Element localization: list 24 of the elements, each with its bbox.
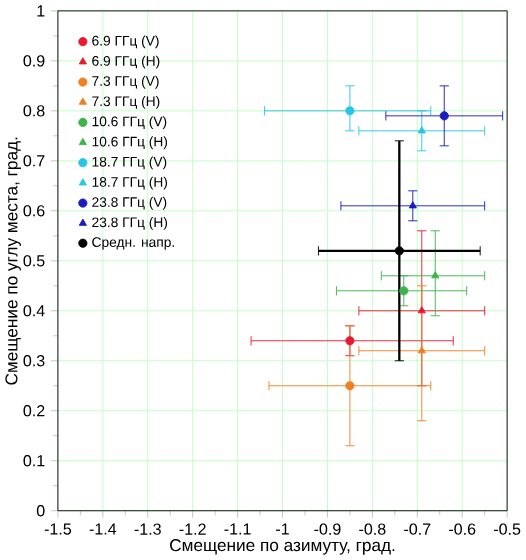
y-tick-label: 0.6 (23, 205, 45, 217)
y-tick-label: 0.7 (23, 155, 45, 167)
y-tick-label: 0.9 (23, 55, 45, 67)
x-tick-label: -1.4 (89, 523, 117, 535)
y-tick-label: 0.4 (23, 305, 45, 317)
x-tick-label: -0.7 (404, 523, 431, 535)
y-tick-label: 0 (36, 505, 45, 517)
x-tick-label: -1.1 (224, 523, 251, 535)
x-tick-label: -0.6 (448, 523, 476, 535)
x-tick-label: -0.8 (359, 523, 386, 535)
y-tick-label: 1 (37, 5, 45, 17)
y-tick-label: 0.1 (23, 455, 45, 467)
x-tick-label: -1.5 (44, 523, 71, 535)
x-tick-label: -1 (275, 523, 289, 535)
y-tick-label: 0.3 (23, 355, 45, 367)
y-axis-title: Смещение по углу места, град. (5, 137, 21, 385)
x-tick-label: -1.2 (179, 523, 206, 535)
x-axis-title: Смещение по азимуту, град. (169, 539, 395, 555)
y-tick-label: 0.2 (23, 405, 45, 417)
x-tick-label: -0.5 (493, 523, 521, 535)
y-tick-label: 0.5 (23, 255, 45, 267)
x-tick-label: -0.9 (314, 523, 341, 535)
x-tick-label: -1.3 (134, 523, 161, 535)
y-tick-label: 0.8 (23, 105, 45, 117)
